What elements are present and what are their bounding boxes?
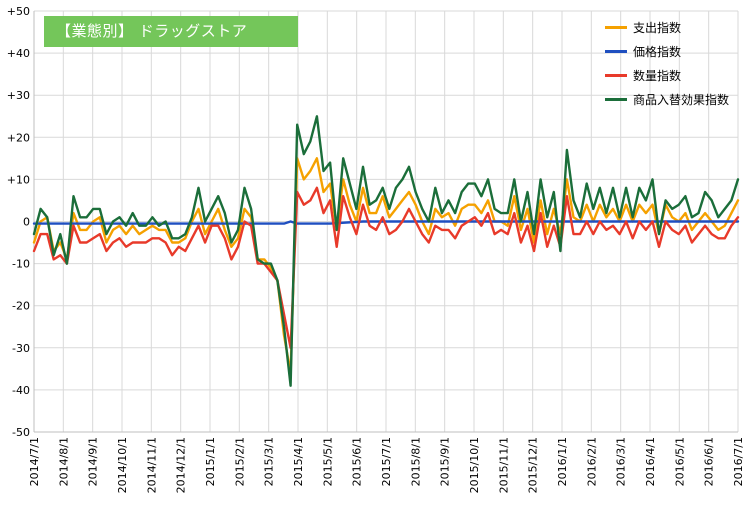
legend: 支出指数 価格指数 数量指数 商品入替効果指数 [600, 16, 740, 112]
x-tick-label-4: 2014/11/1 [145, 437, 158, 493]
x-tick-label-5: 2014/12/1 [175, 437, 188, 493]
legend-item-0: 支出指数 [600, 16, 740, 40]
x-tick-label-6: 2015/1/1 [204, 437, 217, 486]
x-tick-label-12: 2015/7/1 [380, 437, 393, 486]
legend-swatch-3 [605, 98, 627, 101]
x-tick-label-15: 2015/10/1 [468, 437, 481, 493]
chart-title: 【業態別】 ドラッグストア [56, 22, 248, 40]
x-tick-label-7: 2015/2/1 [233, 437, 246, 486]
y-tick-label-4: +10 [7, 173, 30, 186]
x-tick-label-17: 2015/12/1 [527, 437, 540, 493]
x-tick-label-22: 2016/5/1 [673, 437, 686, 486]
legend-label-3: 商品入替効果指数 [633, 93, 730, 107]
y-tick-label-7: -20 [12, 300, 30, 313]
y-tick-label-1: +40 [7, 47, 30, 60]
legend-label-0: 支出指数 [633, 21, 682, 35]
x-tick-label-14: 2015/9/1 [439, 437, 452, 486]
x-tick-label-9: 2015/4/1 [292, 437, 305, 486]
x-tick-label-10: 2015/5/1 [321, 437, 334, 486]
x-tick-label-23: 2016/6/1 [703, 437, 716, 486]
x-tick-label-18: 2016/1/1 [556, 437, 569, 486]
x-tick-label-20: 2016/3/1 [615, 437, 628, 486]
legend-item-1: 価格指数 [600, 40, 740, 64]
x-tick-label-24: 2016/7/1 [732, 437, 744, 486]
y-tick-label-2: +30 [7, 89, 30, 102]
legend-label-1: 価格指数 [633, 45, 682, 59]
x-tick-label-0: 2014/7/1 [28, 437, 41, 486]
x-tick-label-21: 2016/4/1 [644, 437, 657, 486]
legend-item-2: 数量指数 [600, 64, 740, 88]
x-tick-label-13: 2015/8/1 [409, 437, 422, 486]
legend-swatch-0 [605, 26, 627, 29]
x-tick-label-2: 2014/9/1 [87, 437, 100, 486]
legend-label-2: 数量指数 [633, 69, 682, 83]
y-tick-label-0: +50 [7, 5, 30, 18]
x-tick-label-19: 2016/2/1 [585, 437, 598, 486]
x-tick-label-11: 2015/6/1 [351, 437, 364, 486]
chart-title-box: 【業態別】 ドラッグストア [44, 16, 298, 47]
legend-item-3: 商品入替効果指数 [600, 88, 740, 112]
y-tick-label-9: -40 [12, 384, 30, 397]
y-tick-label-6: -10 [12, 258, 30, 271]
series-line-2 [32, 186, 740, 349]
x-tick-label-8: 2015/3/1 [263, 437, 276, 486]
y-tick-label-10: -50 [12, 426, 30, 439]
y-tick-label-5: 0 [23, 216, 30, 229]
y-tick-label-8: -30 [12, 342, 30, 355]
y-tick-label-3: +20 [7, 131, 30, 144]
x-tick-label-3: 2014/10/1 [116, 437, 129, 493]
legend-swatch-2 [605, 74, 627, 77]
legend-swatch-1 [605, 50, 627, 53]
series-line-0 [32, 157, 740, 375]
series-line-3 [32, 115, 740, 387]
x-tick-label-1: 2014/8/1 [57, 437, 70, 486]
x-tick-label-16: 2015/11/1 [497, 437, 510, 493]
